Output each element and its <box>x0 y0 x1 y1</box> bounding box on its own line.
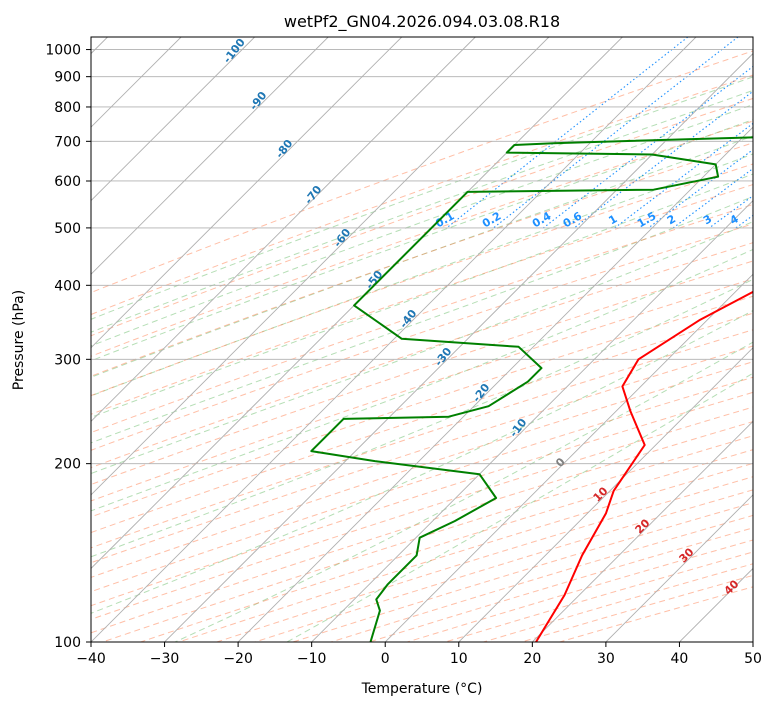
moist-adiabat-line <box>91 278 753 558</box>
x-tick-label: 30 <box>597 651 615 667</box>
isotherm-line <box>91 37 697 642</box>
x-axis: −40 −30 −20 −10 0 10 20 30 40 50 <box>76 642 762 667</box>
y-tick-label: 100 <box>54 635 81 651</box>
isotherm-line <box>458 347 753 642</box>
y-tick-label: 500 <box>54 221 81 237</box>
moist-adiabat-line <box>91 195 753 444</box>
y-tick-label: 600 <box>54 174 81 190</box>
x-axis-title: Temperature (°C) <box>361 681 483 697</box>
y-tick-label: 900 <box>54 70 81 86</box>
x-tick-label: −10 <box>297 651 327 667</box>
mixing-ratio-line <box>573 90 753 229</box>
plot-frame <box>90 36 754 643</box>
x-tick-label: 20 <box>523 651 541 667</box>
dry-adiabat-line <box>91 50 753 294</box>
y-tick-label: 1000 <box>45 43 81 59</box>
y-tick-label: 400 <box>54 278 81 294</box>
isotherm-line <box>532 420 753 642</box>
dry-adiabat-line <box>91 163 753 397</box>
temperature-line <box>535 290 753 642</box>
x-tick-label: 0 <box>381 651 390 667</box>
isotherm-line <box>384 273 753 642</box>
plot-area: 0.10.20.40.611.52346810131620253036-100-… <box>91 37 753 642</box>
y-tick-label: 300 <box>54 352 81 368</box>
moist-adiabat-line <box>91 119 753 362</box>
pressure-gridlines <box>91 49 753 642</box>
mixing-ratio-line <box>543 65 753 229</box>
y-axis: 100 200 300 400 500 600 700 800 900 1000 <box>45 43 91 651</box>
dry-adiabat-line <box>91 74 753 316</box>
isotherm-line <box>605 494 753 642</box>
x-tick-label: 50 <box>744 651 762 667</box>
chart-title: wetPf2_GN04.2026.094.03.08.R18 <box>284 12 560 32</box>
isotherm-line <box>91 37 403 349</box>
isotherm-line <box>91 37 623 570</box>
y-tick-label: 800 <box>54 100 81 116</box>
isotherm-line <box>91 37 255 202</box>
isotherm-line <box>91 37 476 422</box>
moist-adiabat-line <box>91 153 753 397</box>
moist-adiabat-line <box>91 76 753 320</box>
y-axis-title: Pressure (hPa) <box>11 290 27 390</box>
dry-adiabat-line <box>91 278 753 502</box>
dry-adiabat-line <box>91 242 753 469</box>
y-tick-label: 700 <box>54 134 81 150</box>
moist-adiabat-line <box>91 89 753 333</box>
x-tick-label: 10 <box>450 651 468 667</box>
moist-adiabats <box>91 76 753 642</box>
dry-adiabat-line <box>91 184 753 415</box>
isotherm-line <box>164 52 753 642</box>
isotherms <box>91 37 753 642</box>
x-tick-label: −30 <box>150 651 180 667</box>
y-tick-label: 200 <box>54 457 81 473</box>
isotherm-line <box>311 200 753 642</box>
dry-adiabat-line <box>91 223 753 451</box>
isotherm-line <box>91 37 329 275</box>
moist-adiabat-line <box>91 173 753 418</box>
mixing-ratio-line <box>672 167 753 229</box>
dewpoint-line <box>310 136 753 642</box>
x-tick-label: 40 <box>671 651 689 667</box>
isotherm-line <box>91 37 550 496</box>
dry-adiabat-line <box>91 376 753 593</box>
x-tick-label: −40 <box>76 651 106 667</box>
dry-adiabat-line <box>91 361 753 578</box>
dry-adiabat-line <box>91 329 753 549</box>
profile-series <box>310 136 753 642</box>
dry-adiabat-line <box>91 142 753 377</box>
x-tick-label: −20 <box>223 651 253 667</box>
